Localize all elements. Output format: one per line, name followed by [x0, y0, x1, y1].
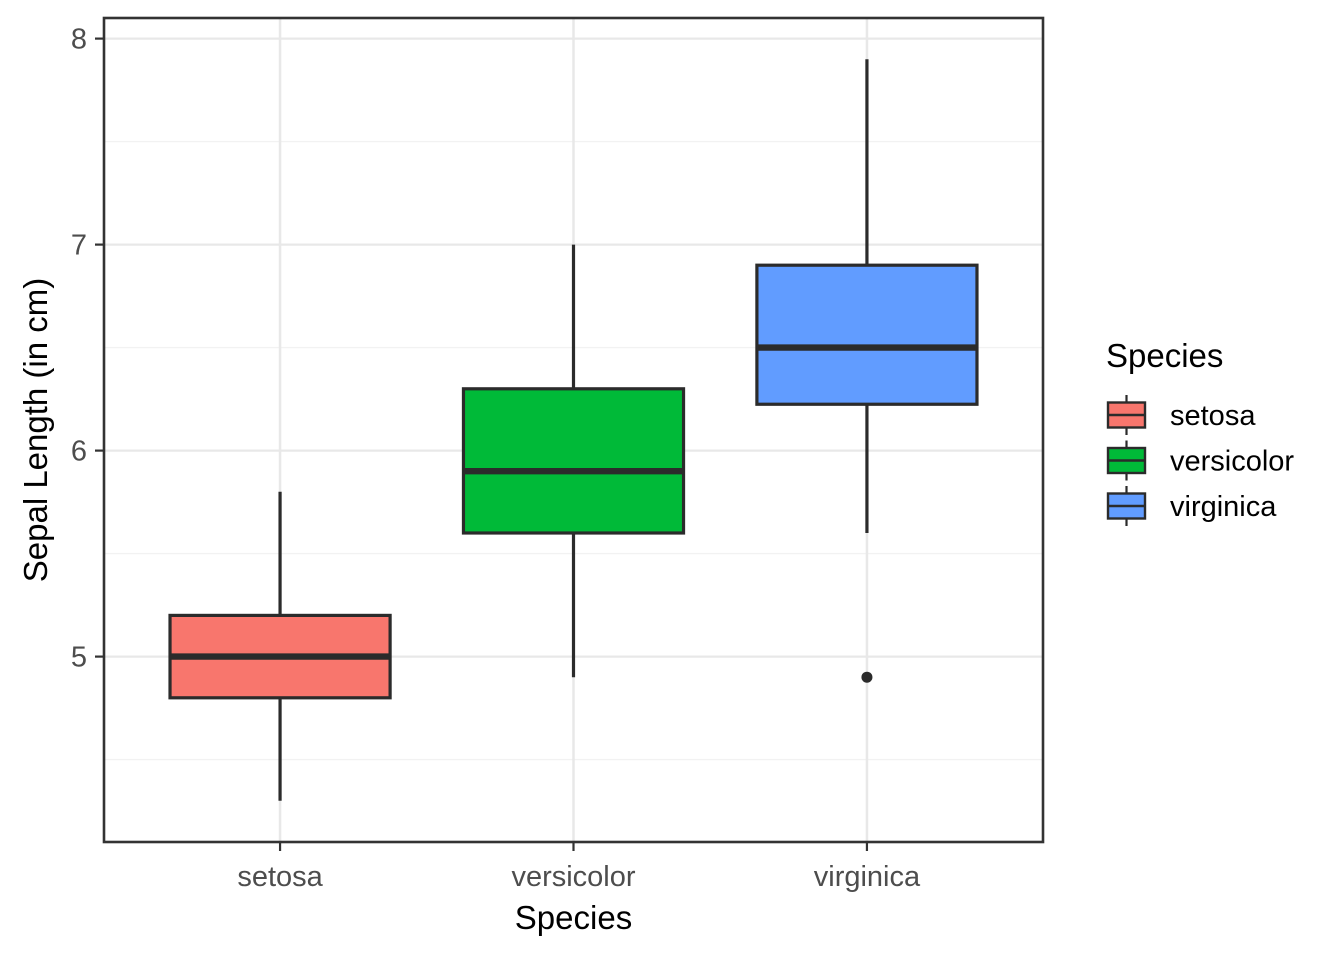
x-axis-title: Species: [515, 899, 632, 936]
y-tick-label: 8: [71, 24, 87, 56]
boxplot-virginica: [755, 59, 979, 683]
boxplot-versicolor: [461, 244, 686, 678]
legend-entry-label: virginica: [1170, 491, 1277, 523]
x-tick-label: virginica: [814, 861, 921, 893]
legend-title: Species: [1106, 337, 1223, 374]
x-tick-label: versicolor: [511, 861, 635, 893]
legend-entry-label: setosa: [1170, 400, 1256, 432]
y-tick-label: 6: [71, 436, 87, 468]
y-axis-title: Sepal Length (in cm): [17, 278, 54, 583]
legend-entry-virginica: virginica: [1106, 486, 1277, 526]
outlier-point-virginica: [861, 671, 873, 683]
plot-panel: 5 6 7 8 setosa versicolor virginica: [71, 16, 1045, 893]
box-versicolor: [461, 387, 686, 535]
legend-entry-versicolor: versicolor: [1106, 440, 1294, 481]
x-tick-label: setosa: [237, 861, 323, 893]
legend: Species setosa versicolor virginica: [1106, 337, 1294, 526]
y-tick-label: 5: [71, 642, 87, 674]
boxplot-setosa: [168, 491, 392, 801]
legend-entry-label: versicolor: [1170, 446, 1294, 478]
box-virginica: [755, 263, 979, 406]
y-tick-label: 7: [71, 230, 87, 262]
legend-entry-setosa: setosa: [1106, 395, 1256, 435]
